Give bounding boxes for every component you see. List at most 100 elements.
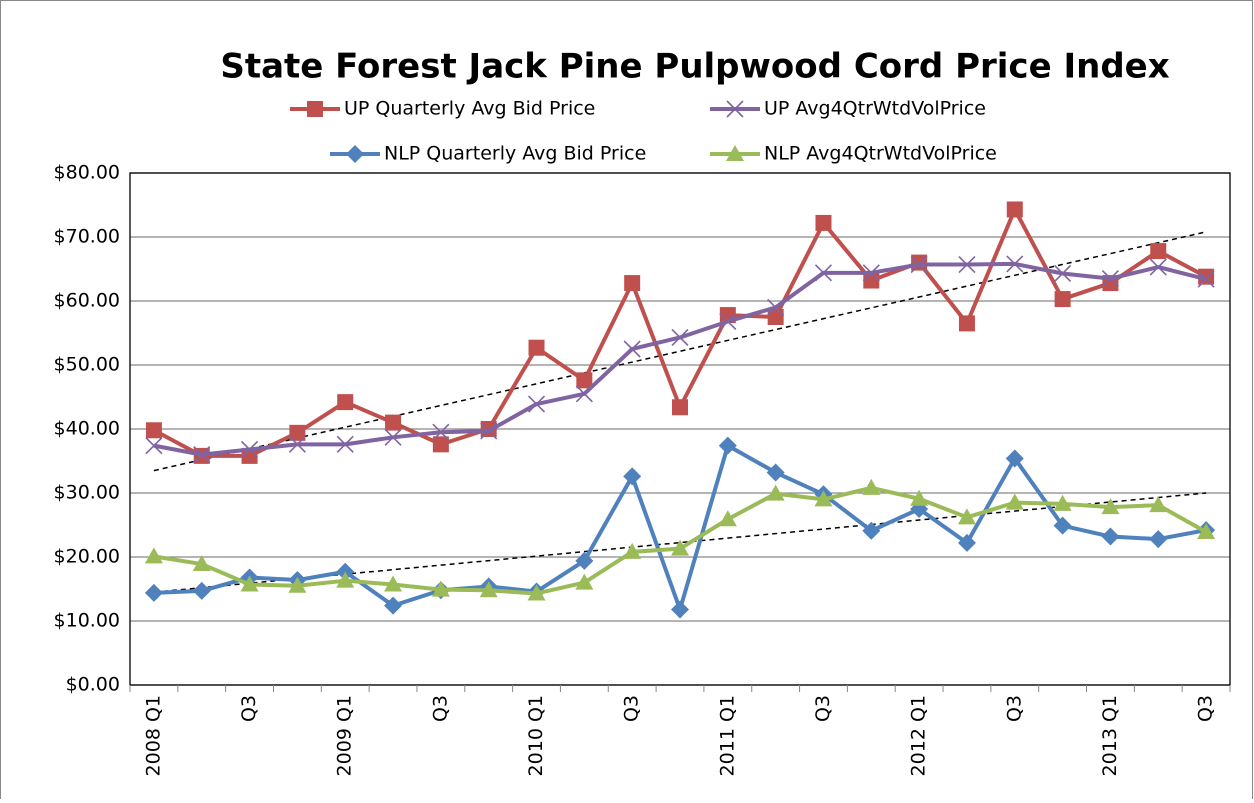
data-point	[1053, 516, 1072, 535]
data-point	[672, 399, 688, 416]
data-point	[1101, 270, 1119, 288]
legend-label: NLP Avg4QtrWtdVolPrice	[764, 143, 997, 165]
y-tick-label: $40.00	[54, 418, 120, 440]
data-point	[766, 463, 785, 482]
data-point	[479, 581, 498, 598]
y-tick-label: $20.00	[54, 546, 120, 568]
legend-marker	[307, 101, 323, 117]
x-tick-label: 2011 Q1	[716, 695, 738, 776]
data-point	[432, 423, 450, 441]
data-point	[1150, 243, 1167, 260]
data-point	[1005, 493, 1024, 510]
legend-label: NLP Quarterly Avg Bid Price	[384, 143, 646, 165]
plot-frame	[129, 172, 1231, 686]
data-point	[288, 576, 307, 593]
data-point	[575, 385, 593, 403]
x-tick-label: 2012 Q1	[908, 695, 930, 776]
legend-item: UP Avg4QtrWtdVolPrice	[710, 98, 986, 120]
data-point	[623, 542, 642, 559]
data-point	[480, 422, 498, 440]
data-point	[862, 478, 881, 495]
legend-label: UP Quarterly Avg Bid Price	[344, 98, 595, 120]
data-point	[575, 551, 594, 570]
data-point	[958, 255, 976, 274]
data-point	[623, 467, 642, 486]
data-point	[336, 435, 354, 453]
x-tick-label: Q3	[1003, 695, 1025, 722]
data-point	[671, 328, 689, 347]
data-point	[192, 555, 211, 572]
legend-label: UP Avg4QtrWtdVolPrice	[764, 98, 986, 120]
data-point	[144, 547, 163, 564]
data-point	[527, 395, 546, 413]
data-point	[576, 372, 593, 389]
y-tick-label: $10.00	[54, 610, 120, 632]
data-point	[1197, 523, 1216, 540]
y-tick-label: $80.00	[54, 162, 120, 184]
data-point	[623, 340, 641, 358]
data-point	[815, 214, 832, 231]
data-point	[144, 583, 163, 602]
data-point	[671, 600, 689, 619]
data-point	[862, 521, 881, 540]
data-point	[528, 339, 545, 356]
data-point	[288, 435, 306, 453]
data-point	[671, 539, 689, 556]
data-point	[1149, 258, 1167, 276]
data-point	[432, 436, 449, 453]
legend-item: NLP Quarterly Avg Bid Price	[330, 143, 646, 165]
data-point	[767, 298, 785, 316]
data-point	[766, 484, 785, 501]
data-point	[1149, 496, 1168, 513]
data-point	[767, 309, 784, 325]
legend-item: UP Quarterly Avg Bid Price	[290, 98, 595, 120]
data-point	[862, 264, 880, 282]
data-point	[337, 394, 354, 411]
data-point	[958, 315, 975, 332]
data-point	[863, 272, 880, 289]
data-point	[1101, 498, 1120, 515]
data-point	[145, 422, 162, 439]
data-point	[240, 575, 259, 592]
y-tick-label: $0.00	[66, 674, 120, 696]
data-point	[384, 575, 403, 592]
data-point	[1101, 527, 1120, 546]
data-point	[814, 264, 833, 282]
x-tick-label: Q3	[1195, 695, 1217, 722]
data-point	[289, 424, 306, 441]
x-tick-label: Q3	[238, 695, 260, 722]
data-point	[1149, 530, 1168, 549]
legend-item: NLP Avg4QtrWtdVolPrice	[710, 143, 997, 165]
data-point	[385, 414, 402, 431]
data-point	[431, 580, 450, 597]
data-point	[527, 584, 546, 601]
data-point	[193, 446, 211, 464]
x-tick-label: Q3	[429, 695, 451, 722]
data-point	[192, 581, 211, 600]
y-tick-label: $60.00	[54, 290, 120, 312]
chart-title: State Forest Jack Pine Pulpwood Cord Pri…	[220, 47, 1169, 87]
x-tick-label: Q3	[812, 695, 834, 722]
data-point	[1053, 494, 1072, 511]
data-point	[814, 490, 833, 507]
data-point	[957, 508, 976, 525]
data-point	[910, 489, 929, 506]
x-tick-label: 2010 Q1	[525, 695, 547, 776]
data-point	[1006, 255, 1024, 273]
data-point	[910, 255, 928, 274]
data-point	[1054, 291, 1071, 308]
data-point	[1198, 268, 1215, 285]
legend-marker	[726, 145, 744, 161]
legend-marker	[346, 145, 364, 163]
data-point	[957, 533, 976, 552]
data-point	[145, 437, 163, 455]
data-point	[240, 440, 259, 459]
x-tick-label: 2013 Q1	[1099, 695, 1121, 776]
data-point	[718, 510, 737, 527]
x-tick-label: 2009 Q1	[334, 695, 356, 776]
data-point	[1006, 201, 1023, 218]
data-point	[336, 571, 355, 588]
data-point	[719, 312, 737, 331]
